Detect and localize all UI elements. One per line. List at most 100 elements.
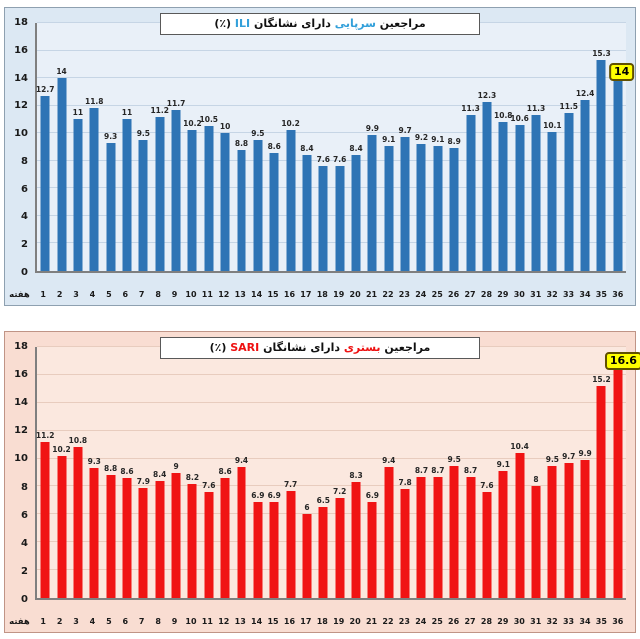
y-axis-tick-label: 12: [14, 100, 28, 112]
bar: [253, 501, 263, 598]
x-axis-tick-label: 32: [546, 617, 558, 626]
gridline: [37, 569, 626, 571]
bar: [384, 145, 394, 271]
y-axis-tick-label: 2: [21, 239, 28, 251]
y-axis-tick-label: 8: [21, 481, 28, 493]
bar-value-label: 9.3: [87, 457, 101, 467]
bar-value-label: 11: [72, 108, 84, 118]
bar-value-label: 7.6: [202, 481, 216, 491]
bar-value-label: 9.1: [431, 134, 445, 144]
bar: [286, 490, 296, 598]
bar: [171, 472, 181, 598]
bar: [613, 78, 623, 271]
bar-value-label: 10.4: [510, 441, 529, 451]
bar-value-label: 6.9: [267, 490, 281, 500]
bar: [335, 497, 345, 598]
bar: [351, 482, 361, 598]
x-axis: 1 2 3 4 5 6 7 8 9 10 11 12 13 14 15 16 17 18 19 20 21 22 23 24 2…: [35, 289, 626, 301]
x-axis-tick-label: 8: [155, 617, 161, 626]
bar: [220, 478, 230, 598]
week-axis-label: هفته: [9, 290, 30, 300]
x-axis-tick-label: 32: [546, 290, 558, 299]
x-axis-tick-label: 27: [464, 290, 476, 299]
bar-value-label: 6: [304, 503, 310, 513]
gridline: [37, 541, 626, 543]
bar-value-label: 8.7: [431, 465, 445, 475]
bar: [106, 475, 116, 598]
gridline: [37, 187, 626, 189]
x-axis-tick-label: 26: [448, 290, 460, 299]
y-axis-tick-label: 10: [14, 128, 28, 140]
bar: [40, 441, 50, 598]
bar: [564, 462, 574, 598]
bar-value-label: 11.8: [84, 97, 104, 107]
bar: [237, 466, 246, 598]
bar-value-label: 7.8: [398, 478, 412, 488]
bar: [433, 145, 443, 271]
bar: [187, 483, 197, 598]
y-axis-tick-label: 18: [14, 17, 28, 28]
x-axis-tick-label: 2: [56, 617, 63, 626]
y-axis-tick-label: 0: [21, 594, 28, 605]
bar: [122, 119, 132, 271]
bar-value-label: 10.8: [494, 111, 513, 121]
x-axis-tick-label: 15: [267, 290, 279, 299]
bar-value-label: 9.9: [578, 448, 592, 458]
bar-value-label: 15.2: [592, 375, 611, 385]
bar-value-label: 6.5: [316, 496, 330, 506]
bar-value-label: 6.9: [365, 490, 380, 500]
bar: [57, 455, 67, 598]
bar: [106, 142, 116, 271]
bar: [564, 112, 574, 271]
bar-value-label: 7.6: [333, 155, 347, 165]
bar-value-label: 10.5: [199, 115, 219, 125]
y-axis-tick-label: 2: [21, 565, 28, 577]
chart-title-part: دارای نشانگان: [259, 341, 344, 354]
bar-value-label: 11.3: [526, 104, 546, 114]
chart-title-part: SARI: [230, 341, 260, 354]
chart-title-part: (٪): [214, 17, 235, 30]
bar: [498, 471, 508, 598]
x-axis-tick-label: 20: [349, 290, 361, 299]
bar: [416, 144, 426, 271]
bar: [269, 152, 279, 271]
bar-value-label: 8.7: [463, 465, 478, 475]
bar-value-label: 11.5: [559, 101, 578, 111]
bar: [220, 133, 230, 271]
bar-value-label: 12.7: [35, 85, 55, 95]
x-axis-tick-label: 14: [251, 617, 263, 626]
y-axis-tick-label: 0: [21, 267, 28, 278]
bar: [449, 148, 459, 271]
y-axis-tick-label: 16: [14, 369, 28, 381]
y-axis-tick-label: 6: [21, 509, 28, 521]
x-axis-tick-label: 5: [106, 290, 112, 299]
y-axis: 0 2 4 6 8 10 12 14 16 18: [5, 18, 32, 278]
bar-value-label: 7.6: [480, 481, 494, 491]
x-axis-tick-label: 13: [234, 617, 246, 626]
bar: [515, 124, 525, 271]
bar: [433, 476, 443, 598]
x-axis-tick-label: 17: [300, 617, 312, 626]
bar: [171, 109, 181, 271]
x-axis-tick-label: 21: [365, 617, 378, 626]
x-axis-tick-label: 31: [530, 617, 542, 626]
bar-value-label: 7.9: [136, 476, 150, 486]
bar: [335, 166, 345, 271]
x-axis-tick-label: 11: [201, 617, 213, 626]
chart-title-part: مراجعین: [380, 341, 431, 354]
bar-value-label: 10.8: [68, 436, 88, 446]
x-axis-tick-label: 20: [349, 617, 361, 626]
x-axis-tick-label: 10: [185, 617, 197, 626]
bar-value-label: 10: [219, 122, 231, 132]
x-axis-tick-label: 11: [201, 290, 213, 299]
bar-value-label: 7.7: [283, 479, 298, 489]
x-axis-tick-label: 5: [106, 617, 112, 626]
x-axis-tick-label: 19: [333, 617, 345, 626]
x-axis-tick-label: 21: [365, 290, 378, 299]
x-axis-tick-label: 1: [40, 290, 46, 299]
bar: [367, 134, 377, 271]
bar-value-label: 10.6: [510, 113, 529, 123]
bar: [286, 130, 296, 271]
x-axis-tick-label: 36: [612, 617, 624, 626]
